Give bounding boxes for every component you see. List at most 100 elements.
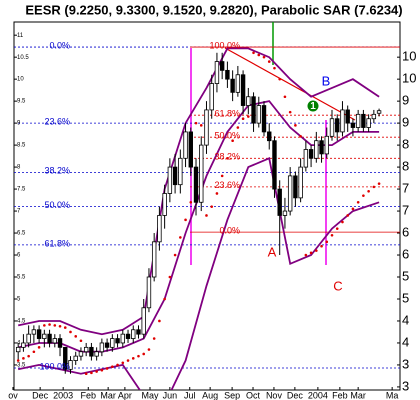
candle-body [256, 105, 261, 124]
y-tick-label: 3.5 [17, 363, 26, 369]
sar-dot [137, 354, 140, 358]
candle-body [209, 83, 214, 111]
y2-tick-label: 5 [402, 290, 409, 305]
candle-body [298, 166, 303, 199]
y-tick-label: 10 [17, 77, 24, 83]
candle-body [319, 140, 324, 155]
sar-dot [168, 275, 172, 279]
y2-tick-label: 10 [402, 49, 416, 64]
sar-dot [351, 207, 355, 211]
fib2-label: 23.6% [214, 180, 240, 190]
sar-dot [315, 249, 318, 252]
y-tick-label: 9 [17, 121, 21, 127]
fib2-label: 61.8% [214, 109, 240, 119]
y-tick-label: 6 [17, 253, 21, 259]
sar-dot [278, 77, 282, 81]
candle-body [204, 109, 209, 146]
candle-body [335, 118, 340, 133]
sar-dot [63, 326, 67, 329]
x-tick-label: Mar [100, 390, 116, 400]
candle-body [314, 140, 319, 159]
y-tick-label: 11 [17, 33, 24, 39]
x-tick-label: May [141, 390, 159, 400]
candle-body [42, 333, 47, 339]
sar-dot [372, 185, 376, 189]
y2-tick-label: 7 [402, 202, 409, 217]
x-tick-label: Sep [224, 390, 240, 400]
x-tick-label: Ma [386, 390, 399, 400]
sar-dot [226, 156, 229, 160]
trend-line [224, 47, 356, 121]
candle-body [57, 338, 63, 348]
x-tick-label: Oct [246, 390, 261, 400]
fib-label: 50.0% [44, 200, 70, 210]
candle-body [267, 131, 272, 142]
sar-dot [53, 324, 57, 327]
candle-body [162, 193, 167, 216]
y2-tick-label: 8 [402, 137, 409, 152]
x-tick-label: Aug [202, 390, 218, 400]
y2-tick-label: 6 [402, 224, 409, 239]
sar-dot [116, 363, 119, 367]
sar-dot [43, 324, 46, 327]
y-tick-label: 5.5 [17, 275, 26, 281]
candle-body [366, 118, 371, 128]
candle-body [183, 131, 188, 159]
candle-body [193, 166, 199, 203]
x-tick-label: Dec [32, 390, 49, 400]
sar-dot [252, 51, 255, 55]
sar-dot [32, 350, 36, 354]
x-tick-label: Jun [163, 390, 178, 400]
fib-label: 100.0% [39, 361, 70, 371]
candle-body [125, 333, 131, 339]
candle-body [115, 338, 120, 344]
y-tick-label: 6.5 [17, 231, 26, 237]
candle-body [261, 105, 267, 133]
sar-dot [236, 126, 240, 129]
candle-body [78, 351, 84, 357]
candle-body [240, 74, 246, 106]
sar-dot [346, 214, 349, 217]
y2-tick-label: 6 [402, 246, 409, 261]
candle-body [31, 329, 37, 335]
sar-dot [126, 359, 130, 362]
annotation: B [322, 73, 331, 88]
sar-dot [163, 297, 166, 301]
sar-dot [22, 357, 25, 360]
plot-frame [13, 21, 401, 391]
candle-body [94, 351, 99, 357]
candle-body [120, 333, 125, 344]
annotation: C [333, 278, 342, 293]
annotation: 1 [310, 101, 316, 112]
candle-body [272, 140, 277, 190]
candle-body [293, 175, 298, 199]
sar-dot [320, 244, 323, 248]
sar-dot [309, 251, 313, 255]
candle-body [89, 346, 94, 357]
candle-body [329, 118, 335, 137]
sar-dot [362, 194, 365, 197]
sar-dot [210, 205, 214, 208]
sar-dot [231, 139, 234, 143]
sar-dot [173, 253, 177, 257]
sar-dot [356, 200, 360, 204]
y-tick-label: 4.5 [17, 319, 26, 325]
sar-dot [377, 182, 381, 185]
candle-body [146, 276, 152, 309]
fib2-label: 100.0% [209, 40, 240, 50]
plot-area [14, 22, 400, 390]
y-tick-label: 5 [17, 297, 21, 303]
fib-label: 23.6% [44, 116, 70, 126]
candle-body [36, 329, 42, 339]
candle-body [282, 210, 288, 216]
candle-body [371, 113, 377, 120]
sar-dot [335, 227, 339, 230]
sar-dot [90, 371, 93, 375]
sar-dot [158, 319, 161, 323]
sar-dot [179, 236, 182, 239]
sar-dot [241, 117, 245, 121]
y2-tick-label: 8 [402, 159, 409, 174]
candle-body [157, 215, 162, 243]
sar-dot [48, 323, 51, 326]
